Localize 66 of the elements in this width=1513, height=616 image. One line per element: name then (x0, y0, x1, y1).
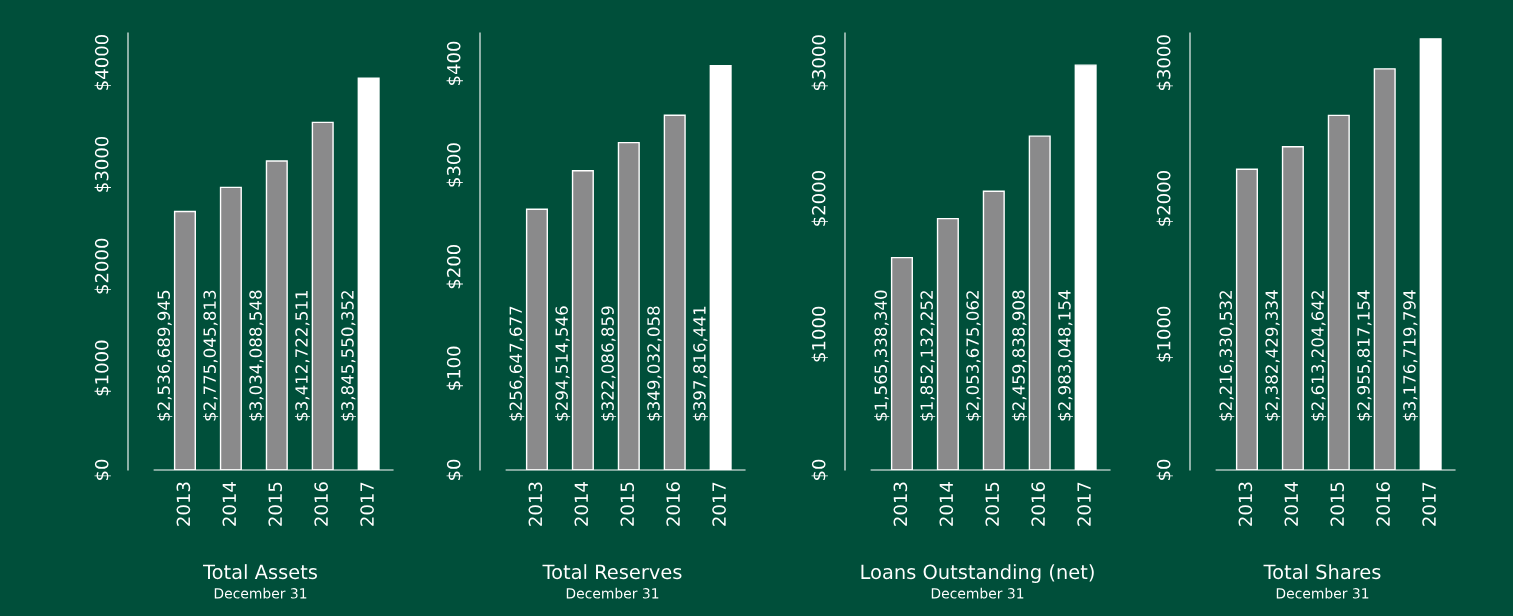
x-tick-label: 2015 (985, 482, 1000, 526)
x-tick-label: 2014 (939, 482, 954, 526)
annotation: $2,613,204,642 (1310, 291, 1327, 421)
annotation: $397,816,441 (692, 306, 708, 421)
annotation: $1,852,132,252 (920, 291, 936, 421)
y-tick-label: $3000 (94, 136, 111, 192)
annotation: $256,647,677 (509, 306, 525, 421)
text: Total Shares (1263, 564, 1381, 580)
x-tick-label: 2013 (893, 482, 908, 526)
annotation: $2,382,429,334 (1265, 290, 1281, 421)
annotation: $2,216,330,532 (1219, 291, 1235, 421)
x-tick-label: 2014 (1284, 482, 1299, 526)
annotation: $2,053,675,062 (965, 291, 982, 421)
y-tick-label: $200 (446, 244, 463, 289)
x-tick-label: 2015 (620, 482, 635, 526)
annotation: $2,955,817,154 (1356, 290, 1373, 421)
x-tick-label: 2017 (1422, 482, 1436, 526)
x-tick-label: 2015 (1330, 482, 1345, 526)
y-tick-label: $3000 (811, 35, 828, 91)
y-tick-label: $1000 (811, 306, 828, 362)
y-tick-label: $400 (446, 41, 463, 85)
annotation: $3,176,719,794 (1402, 290, 1418, 421)
annotation: $2,459,838,908 (1011, 290, 1028, 421)
y-tick-label: $0 (94, 459, 111, 480)
text: Total Reserves (542, 564, 682, 580)
text: December 31 (566, 587, 659, 599)
y-tick-label: $0 (1156, 459, 1173, 480)
y-tick-label: $1000 (94, 340, 111, 396)
annotation: $2,775,045,813 (203, 290, 219, 421)
annotation: $294,514,546 (555, 306, 571, 421)
y-tick-label: $1000 (1156, 306, 1173, 362)
text: Total Assets (203, 564, 317, 580)
annotation: $3,034,088,548 (248, 290, 265, 421)
x-tick-label: 2017 (360, 482, 374, 526)
x-tick-label: 2014 (574, 482, 589, 526)
y-tick-label: $3000 (1156, 35, 1173, 91)
x-tick-label: 2013 (176, 482, 191, 526)
x-tick-label: 2017 (712, 482, 726, 526)
y-tick-label: $4000 (94, 35, 111, 90)
x-tick-label: 2013 (528, 482, 543, 526)
y-tick-label: $0 (811, 459, 828, 480)
y-tick-label: $300 (446, 143, 463, 187)
x-tick-label: 2013 (1238, 482, 1253, 526)
annotation: $3,412,722,511 (294, 290, 311, 421)
y-tick-label: $100 (446, 346, 463, 390)
annotation: $2,983,048,154 (1057, 290, 1073, 421)
text: Loans Outstanding (net) (861, 564, 1094, 583)
annotation: $2,536,689,945 (157, 290, 173, 421)
x-tick-label: 2016 (1376, 482, 1390, 526)
text: December 31 (931, 587, 1024, 599)
x-tick-label: 2016 (666, 482, 680, 526)
annotation: $1,565,338,340 (874, 290, 890, 421)
text: December 31 (1276, 587, 1369, 599)
y-tick-label: $2000 (811, 171, 828, 226)
x-tick-label: 2016 (314, 482, 328, 526)
y-tick-label: $0 (446, 459, 463, 480)
x-tick-label: 2016 (1031, 482, 1045, 526)
annotation: $349,032,058 (646, 306, 663, 421)
x-tick-label: 2017 (1077, 482, 1091, 526)
annotation: $3,845,550,352 (340, 291, 356, 421)
y-tick-label: $2000 (94, 238, 111, 294)
x-tick-label: 2014 (222, 482, 237, 526)
annotation: $322,086,859 (600, 306, 617, 421)
x-tick-label: 2015 (268, 482, 283, 526)
y-tick-label: $2000 (1156, 171, 1173, 226)
text: December 31 (214, 587, 307, 599)
